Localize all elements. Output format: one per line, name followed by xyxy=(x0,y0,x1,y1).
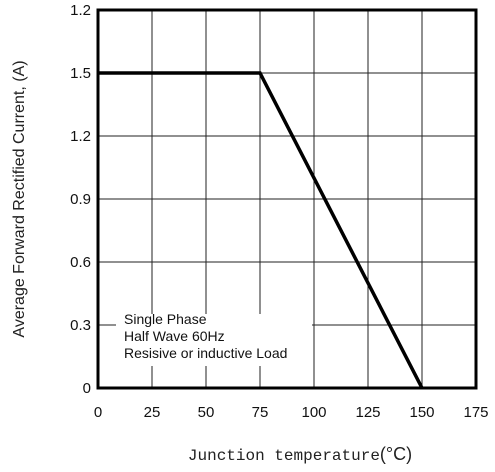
y-tick-label: 0.6 xyxy=(70,254,91,271)
x-tick-label: 175 xyxy=(463,404,488,421)
plot-frame xyxy=(96,8,478,390)
legend-line-3: Resisive or inductive Load xyxy=(124,345,287,361)
legend-line-1: Single Phase xyxy=(124,311,207,327)
legend-line-2: Half Wave 60Hz xyxy=(124,328,225,344)
x-tick-label: 100 xyxy=(301,404,326,421)
y-tick-label: 0.9 xyxy=(70,191,91,208)
series-group xyxy=(98,71,424,389)
x-axis-label: Junction temperature(°C) xyxy=(188,444,412,465)
y-axis-label: Average Forward Rectified Current, (A) xyxy=(11,60,28,337)
y-tick-labels: 0 0.3 0.6 0.9 1.2 1.5 1.2 xyxy=(70,2,91,397)
y-tick-label: 0 xyxy=(83,380,91,397)
x-tick-label: 150 xyxy=(409,404,434,421)
y-tick-label: 1.5 xyxy=(70,65,91,82)
x-tick-label: 50 xyxy=(198,404,215,421)
x-axis-label-text: Junction temperature xyxy=(188,447,380,465)
y-tick-label: 1.2 xyxy=(70,2,91,19)
legend-box: Single Phase Half Wave 60Hz Resisive or … xyxy=(116,311,312,366)
y-tick-label: 1.2 xyxy=(70,128,91,145)
x-tick-label: 75 xyxy=(252,404,269,421)
y-tick-label: 0.3 xyxy=(70,317,91,334)
x-tick-label: 125 xyxy=(355,404,380,421)
x-tick-label: 0 xyxy=(94,404,102,421)
x-tick-label: 25 xyxy=(144,404,161,421)
legend-box-background xyxy=(116,314,312,366)
derating-line xyxy=(98,71,424,389)
x-axis-label-unit: (°C) xyxy=(380,444,412,464)
x-tick-labels: 0 25 50 75 100 125 150 175 xyxy=(94,404,489,421)
